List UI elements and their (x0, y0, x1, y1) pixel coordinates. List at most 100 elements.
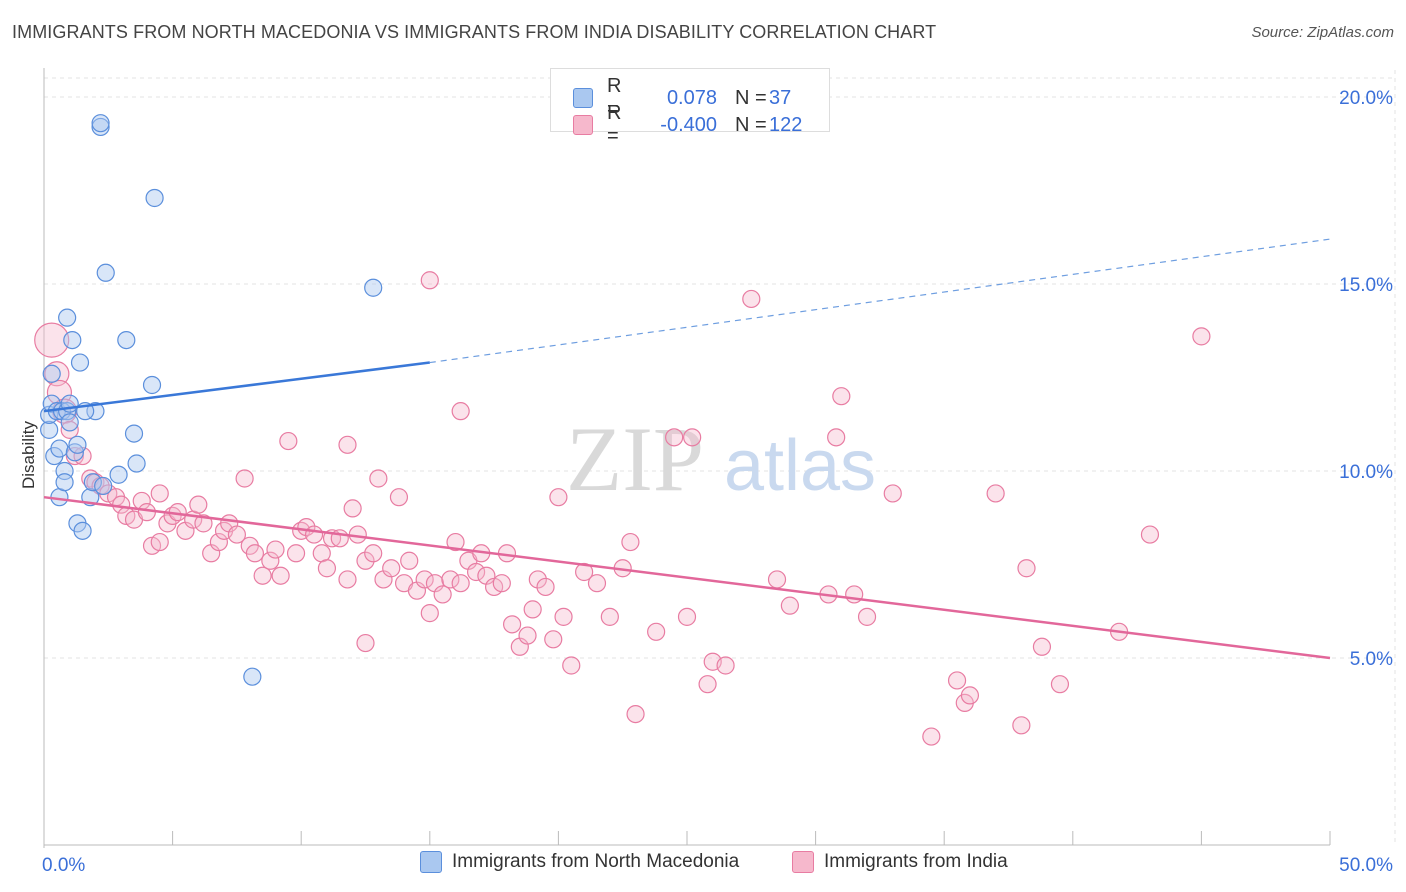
point-india (647, 622, 666, 641)
point-india (1012, 716, 1031, 735)
point-india (523, 600, 542, 619)
point-macedonia (83, 473, 102, 492)
point-india (677, 607, 697, 626)
point-india (587, 574, 607, 593)
point-india (245, 544, 265, 563)
point-macedonia (73, 521, 92, 540)
point-india (304, 525, 324, 544)
point-india (626, 704, 645, 724)
point-india (665, 428, 684, 447)
trend-line-india (43, 495, 1331, 660)
point-macedonia (42, 364, 61, 383)
point-india (279, 431, 298, 451)
trend-extension-macedonia (429, 238, 1331, 364)
point-india (767, 570, 787, 589)
point-india (562, 656, 581, 675)
point-india (369, 469, 388, 488)
legend-n-label: N = (735, 113, 767, 136)
series-swatch-macedonia (420, 851, 442, 873)
point-macedonia (364, 278, 383, 297)
point-india (356, 551, 375, 570)
point-india (150, 484, 169, 503)
y-tick-label: 10.0% (1339, 462, 1393, 483)
point-india (492, 574, 511, 593)
point-india (780, 596, 799, 615)
legend-r-value: -0.400 (660, 113, 717, 136)
point-india (922, 727, 941, 746)
point-india (1050, 675, 1070, 694)
point-india (883, 484, 902, 503)
y-tick-label: 20.0% (1339, 88, 1393, 109)
correlation-legend: R = 0.078 N = 37 R = -0.400 N = 122 (550, 68, 830, 147)
point-macedonia (243, 667, 262, 686)
point-india (947, 671, 967, 690)
point-macedonia (63, 331, 82, 350)
point-india (742, 289, 761, 309)
point-india (235, 469, 254, 488)
point-india (518, 626, 537, 645)
point-india (986, 484, 1005, 503)
point-india (1017, 559, 1036, 578)
axes (43, 68, 1331, 848)
point-india (600, 607, 619, 626)
legend-r-label: R = (607, 102, 622, 147)
point-india (44, 361, 70, 387)
point-india (382, 559, 401, 578)
point-india (261, 551, 280, 570)
point-india (554, 607, 573, 626)
point-india (1032, 637, 1052, 656)
point-india (150, 532, 169, 552)
point-india (271, 566, 290, 585)
y-tick-label: 5.0% (1350, 649, 1393, 670)
point-macedonia (60, 413, 79, 432)
point-macedonia (109, 465, 128, 484)
point-india (698, 675, 717, 694)
watermark: ZIP atlas (566, 408, 876, 510)
watermark-atlas: atlas (724, 426, 876, 506)
point-india (683, 428, 702, 447)
point-india (621, 532, 640, 552)
legend-n-label: N = (735, 86, 767, 109)
point-macedonia (86, 402, 105, 421)
point-india (338, 435, 357, 454)
x-tick-label: 50.0% (1339, 855, 1393, 876)
series-legend-india: Immigrants from India (792, 851, 1008, 873)
point-india (433, 585, 452, 604)
point-macedonia (117, 331, 136, 350)
point-macedonia (58, 308, 77, 327)
point-india (34, 322, 70, 358)
point-india (441, 570, 460, 589)
point-india (338, 570, 357, 589)
point-india (400, 551, 419, 570)
chart-title: IMMIGRANTS FROM NORTH MACEDONIA VS IMMIG… (12, 22, 937, 42)
legend-swatch-macedonia (573, 88, 593, 108)
point-macedonia (127, 454, 146, 473)
point-india (286, 544, 306, 563)
point-india (1140, 525, 1160, 544)
series-legend-macedonia: Immigrants from North Macedonia (420, 851, 739, 873)
point-india (253, 566, 272, 585)
point-india (415, 570, 434, 589)
point-india (451, 574, 470, 593)
point-india (857, 607, 877, 626)
tick-labels: 5.0% 10.0% 15.0% 20.0% 0.0% 50.0% (42, 88, 1393, 876)
point-india (209, 532, 228, 552)
point-macedonia (96, 263, 115, 282)
point-macedonia (55, 473, 74, 492)
point-india (1192, 327, 1211, 346)
point-india (343, 499, 362, 518)
grid-lines (44, 70, 1396, 845)
point-india (466, 562, 486, 582)
y-tick-label: 15.0% (1339, 275, 1393, 296)
point-india (536, 577, 555, 597)
legend-r-value: 0.078 (666, 86, 717, 109)
point-macedonia (124, 424, 144, 443)
point-macedonia (68, 435, 87, 454)
point-india (364, 544, 383, 563)
series-label-macedonia: Immigrants from North Macedonia (452, 851, 740, 872)
point-india (549, 488, 568, 507)
legend-row-india: R = -0.400 N = 122 (573, 102, 802, 148)
legend-n-value: 37 (769, 86, 792, 109)
point-india (194, 514, 213, 533)
